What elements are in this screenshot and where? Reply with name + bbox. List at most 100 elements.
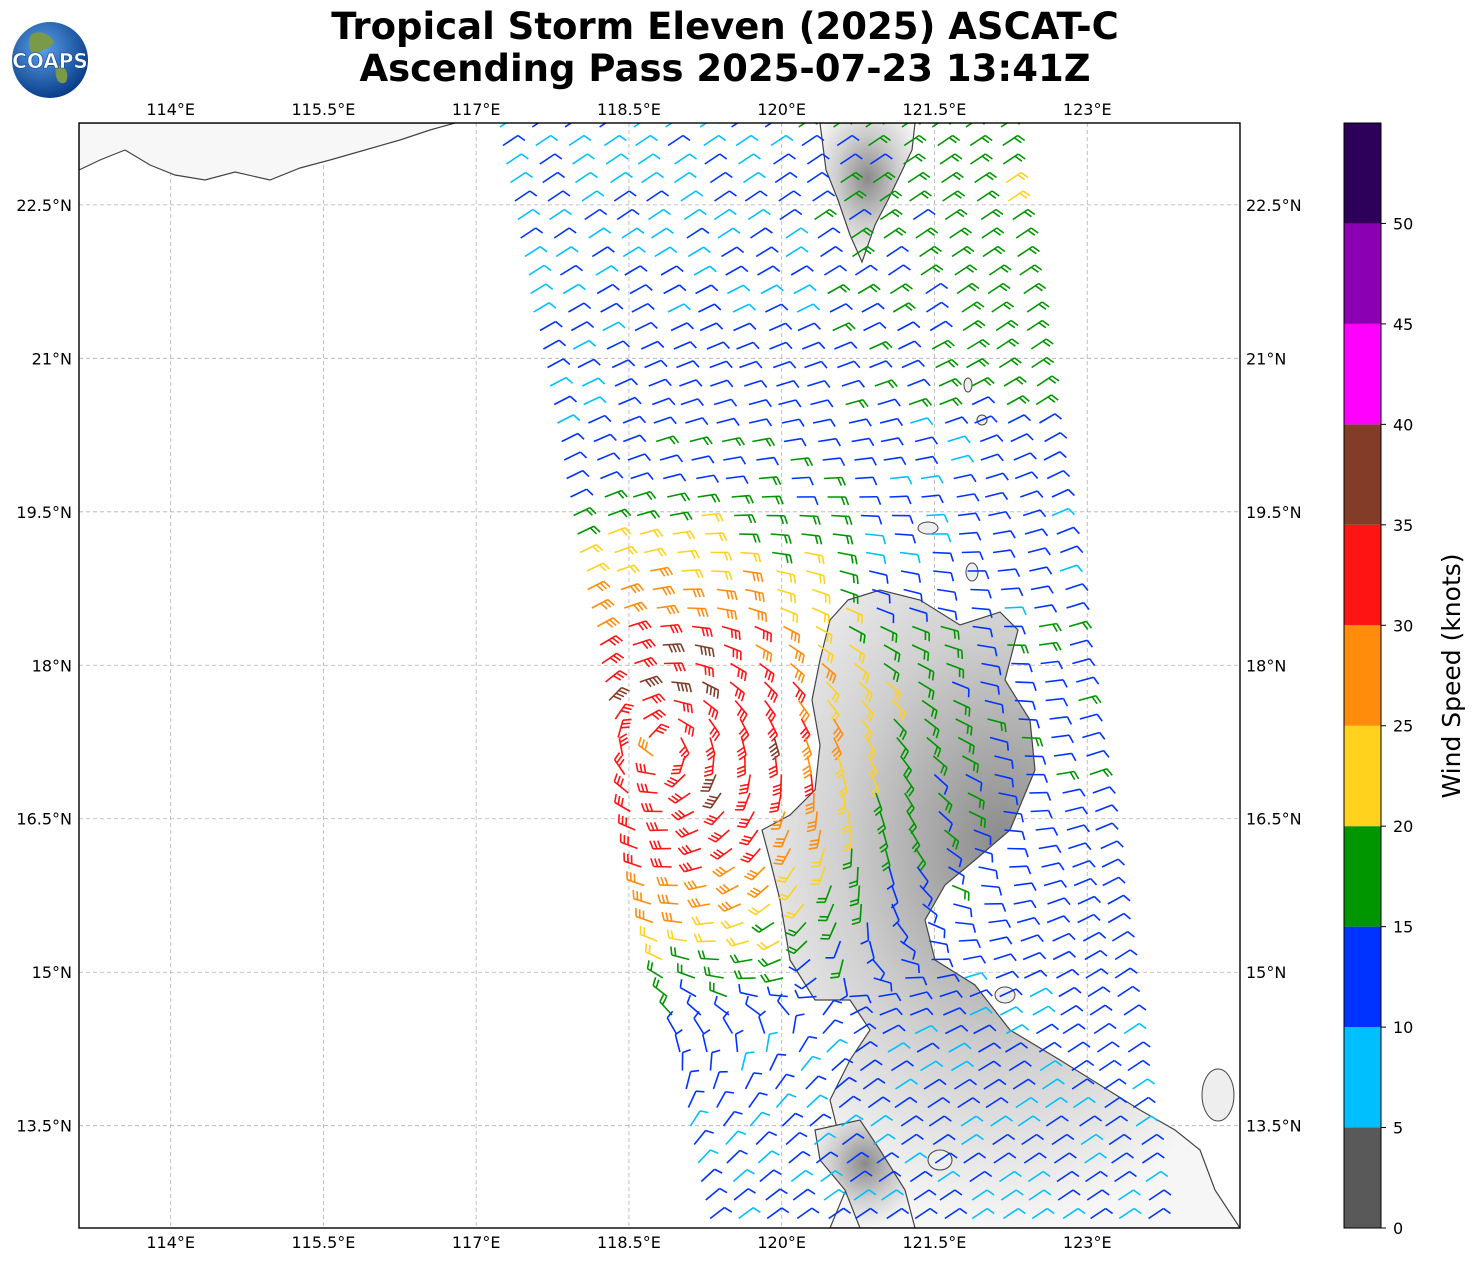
wind-barb [744, 190, 768, 202]
wind-barb [528, 264, 552, 276]
wind-barb [735, 134, 759, 147]
wind-barb [919, 884, 933, 907]
wind-barb [1073, 1096, 1096, 1109]
wind-barb [859, 495, 882, 506]
wind-barb [697, 950, 719, 961]
wind-barb [766, 514, 789, 525]
wind-barb [870, 1114, 894, 1127]
lon-tick-label-top: 120°E [757, 100, 806, 119]
wind-barb [927, 1097, 951, 1109]
wind-barb [902, 774, 915, 797]
wind-barb [734, 792, 751, 811]
wind-barb [832, 322, 856, 332]
wind-barb [963, 955, 987, 964]
wind-barb [650, 227, 674, 239]
wind-barb [652, 977, 668, 998]
wind-barb [927, 921, 946, 939]
wind-barb [1104, 1096, 1128, 1109]
wind-barb [777, 588, 796, 604]
wind-barb [691, 916, 715, 926]
wind-barb [841, 811, 851, 834]
wind-barb [901, 1133, 924, 1146]
wind-barb [808, 829, 822, 850]
wind-barb [764, 123, 773, 128]
colorbar-tick-label: 15 [1393, 918, 1413, 937]
wind-barb [755, 1131, 778, 1146]
wind-barb [1103, 1078, 1127, 1090]
wind-barb [687, 897, 711, 908]
wind-barb [632, 890, 652, 905]
wind-barb [1004, 625, 1026, 635]
wind-barb [704, 153, 728, 165]
wind-barb [993, 953, 1017, 962]
wind-barb [921, 494, 944, 504]
wind-barb [789, 662, 805, 684]
wind-barb [951, 454, 975, 463]
wind-barb [693, 1129, 714, 1146]
wind-barb [725, 1130, 747, 1146]
wind-barb [1007, 847, 1029, 858]
wind-barb [909, 829, 921, 853]
wind-barb [969, 989, 993, 998]
wind-barb [993, 1152, 1017, 1164]
wind-barb [1036, 375, 1060, 387]
wind-barb [955, 921, 977, 933]
wind-barb [672, 530, 696, 540]
wind-barb [969, 1006, 993, 1016]
map-area [78, 122, 1241, 1229]
colorbar-tick-label: 40 [1393, 415, 1413, 434]
wind-barb [1084, 1152, 1107, 1164]
wind-barb [695, 284, 719, 295]
wind-barb [635, 762, 656, 776]
wind-barb [731, 123, 739, 128]
wind-barb [591, 598, 615, 610]
wind-barb [535, 134, 559, 147]
wind-barb [825, 940, 842, 959]
lat-tick-label-right: 15°N [1246, 963, 1286, 982]
wind-barb [980, 453, 1004, 462]
wind-barb [776, 570, 797, 584]
wind-barb [605, 153, 629, 165]
wind-barb [792, 681, 806, 704]
wind-barb [649, 840, 671, 850]
wind-barb [1045, 1096, 1068, 1109]
wind-barb [1105, 1115, 1129, 1127]
wind-barb [693, 265, 717, 276]
wind-barb [748, 418, 773, 427]
wind-barb [915, 227, 939, 239]
wind-barb [854, 662, 870, 684]
wind-barb [840, 171, 864, 184]
wind-barb [969, 1170, 993, 1183]
wind-barb [772, 360, 797, 369]
wind-barb [618, 733, 629, 757]
wind-barb [599, 635, 623, 646]
wind-barb [703, 810, 725, 826]
wind-barb [666, 1010, 677, 1034]
wind-barb [867, 1096, 891, 1109]
colorbar-bin [1344, 223, 1381, 324]
wind-barb [848, 644, 866, 664]
wind-barb [613, 752, 626, 775]
wind-barb [670, 322, 694, 332]
wind-barb [849, 1006, 874, 1016]
wind-barb [1089, 1004, 1113, 1016]
wind-barb [628, 620, 652, 631]
wind-barb [1071, 1078, 1095, 1090]
lat-tick-label-left: 13.5°N [16, 1117, 72, 1136]
wind-barb [831, 514, 853, 525]
wind-barb [866, 940, 875, 964]
wind-barb [573, 506, 597, 517]
wind-barb [620, 582, 645, 594]
wind-barb [822, 1019, 844, 1035]
wind-barb [677, 549, 700, 559]
wind-barb [869, 340, 893, 350]
wind-barb [855, 1040, 878, 1053]
wind-barb [700, 774, 717, 792]
wind-barb [942, 190, 966, 202]
wind-barb [1029, 791, 1052, 801]
wind-barb [744, 379, 768, 388]
wind-barb [683, 208, 707, 221]
wind-barb [637, 736, 654, 757]
wind-barb [727, 284, 751, 295]
wind-barb [828, 1207, 852, 1220]
